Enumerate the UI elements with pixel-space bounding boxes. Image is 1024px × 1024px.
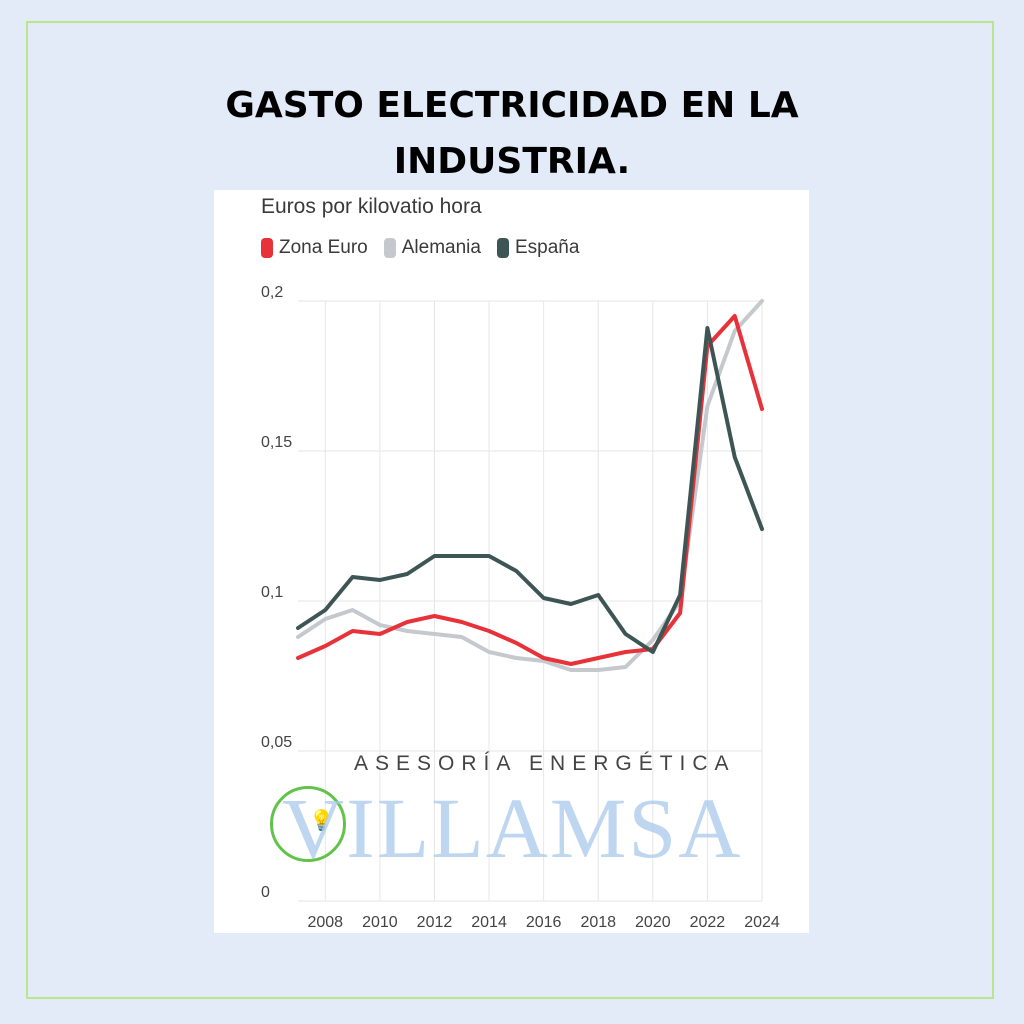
y-tick-label: 0 — [261, 884, 270, 901]
y-tick-label: 0,1 — [261, 584, 283, 601]
x-tick-label: 2022 — [690, 914, 726, 931]
lightbulb-icon: 💡 — [309, 810, 334, 832]
x-tick-label: 2008 — [307, 914, 343, 931]
chart-legend: Zona Euro Alemania España — [261, 237, 579, 259]
legend-item-zona_euro: Zona Euro — [261, 237, 368, 259]
title-line-2: INDUSTRIA. — [393, 141, 631, 182]
page-frame — [26, 21, 994, 999]
x-tick-label: 2016 — [526, 914, 562, 931]
x-tick-label: 2010 — [362, 914, 398, 931]
legend-item-espana: España — [496, 237, 580, 259]
chart-title: Euros por kilovatio hora — [261, 195, 482, 218]
logo-circle-icon — [270, 786, 346, 862]
x-tick-label: 2024 — [744, 914, 780, 931]
legend-swatch — [261, 238, 273, 258]
legend-label: Zona Euro — [279, 237, 368, 258]
page-title: GASTO ELECTRICIDAD EN LA INDUSTRIA. — [0, 78, 1024, 190]
line-chart: 0 0,05 0,1 0,15 0,2 2008 2010 2012 2014 2016 2018 2… — [261, 284, 780, 931]
chart-card: 0 0,05 0,1 0,15 0,2 2008 2010 2012 2014 2016 2018 2… — [214, 190, 809, 933]
x-tick-label: 2020 — [635, 914, 671, 931]
title-line-1: GASTO ELECTRICIDAD EN LA — [225, 85, 799, 126]
watermark-tagline: ASESORÍA ENERGÉTICA — [354, 752, 736, 775]
x-tick-label: 2012 — [417, 914, 453, 931]
y-tick-label: 0,2 — [261, 284, 283, 301]
legend-label: Alemania — [401, 237, 481, 258]
legend-swatch — [496, 238, 509, 258]
y-tick-label: 0,15 — [261, 434, 292, 451]
legend-label: España — [514, 237, 580, 258]
series-line-espana — [296, 326, 764, 654]
legend-swatch — [383, 238, 396, 258]
legend-item-alemania: Alemania — [383, 237, 481, 259]
watermark-brand: VILLAMSA — [282, 780, 743, 876]
y-tick-label: 0,05 — [261, 734, 292, 751]
x-tick-label: 2014 — [471, 914, 507, 931]
x-tick-label: 2018 — [580, 914, 616, 931]
